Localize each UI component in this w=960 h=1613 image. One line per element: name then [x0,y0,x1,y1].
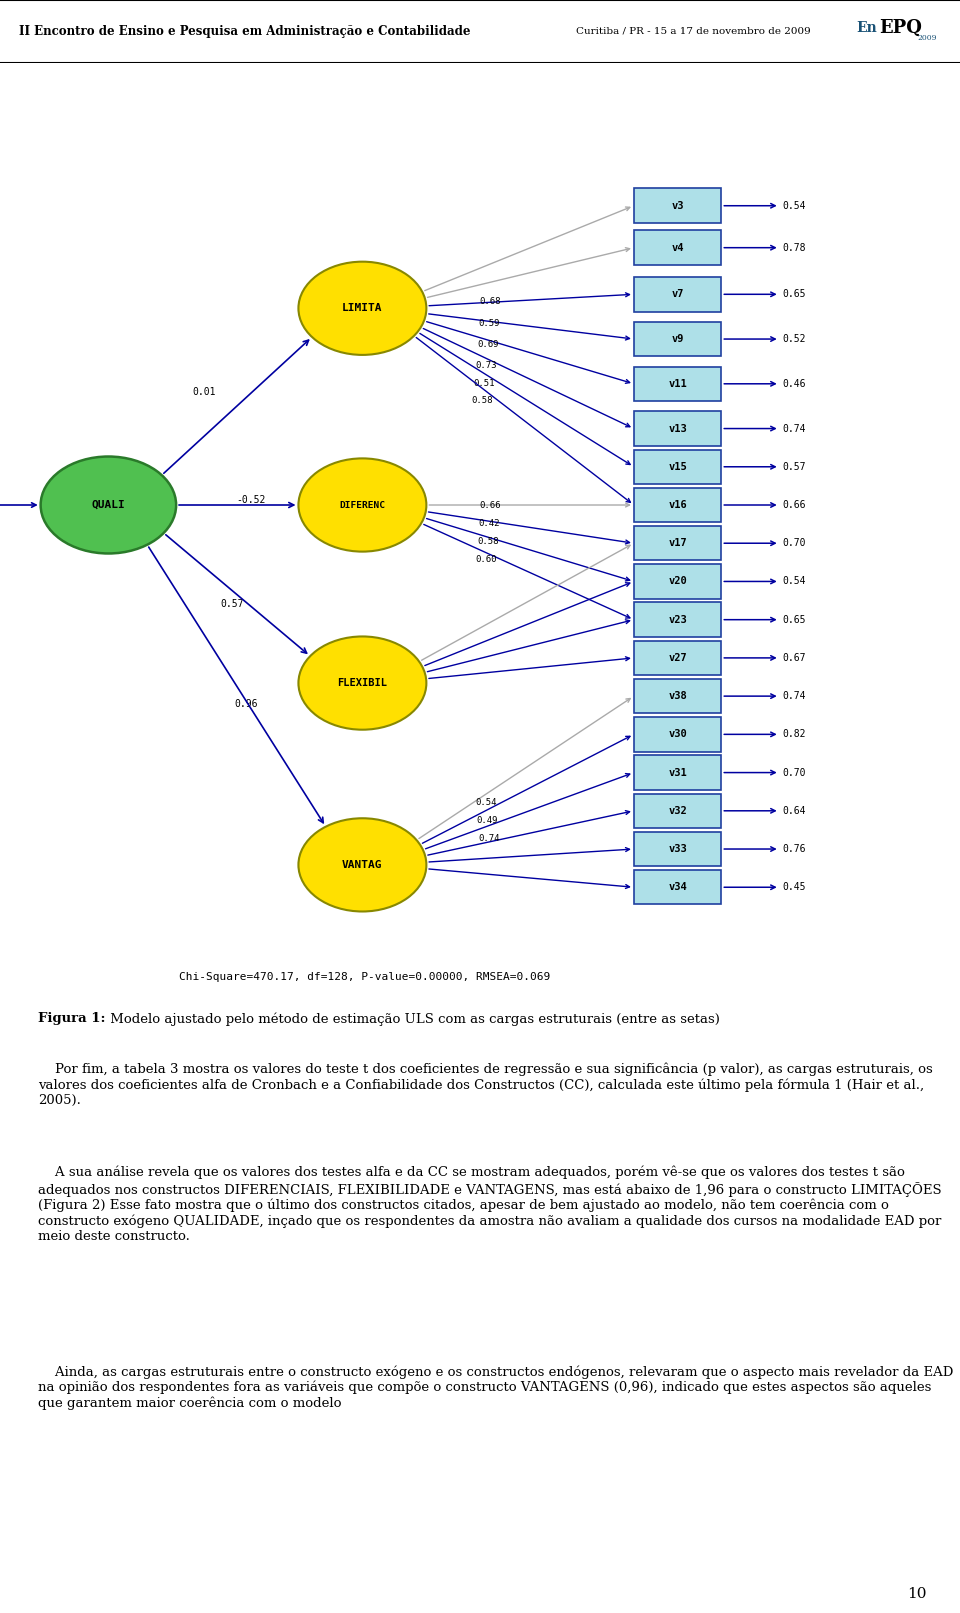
Text: v33: v33 [668,844,687,853]
Text: En: En [856,21,877,35]
Text: Ainda, as cargas estruturais entre o constructo exógeno e os constructos endógen: Ainda, as cargas estruturais entre o con… [38,1365,954,1410]
Ellipse shape [299,458,426,552]
Text: VANTAG: VANTAG [342,860,383,869]
Text: v15: v15 [668,461,687,471]
Ellipse shape [40,456,176,553]
FancyBboxPatch shape [634,526,721,560]
Text: DIFERENC: DIFERENC [340,500,385,510]
Text: 0.57: 0.57 [221,598,244,608]
FancyBboxPatch shape [634,487,721,523]
Text: 0.96: 0.96 [234,700,257,710]
Text: A sua análise revela que os valores dos testes alfa e da CC se mostram adequados: A sua análise revela que os valores dos … [38,1166,942,1244]
Text: Modelo ajustado pelo método de estimação ULS com as cargas estruturais (entre as: Modelo ajustado pelo método de estimação… [106,1013,719,1026]
FancyBboxPatch shape [634,794,721,827]
Text: 0.70: 0.70 [782,768,806,777]
Text: 0.49: 0.49 [477,816,498,824]
Ellipse shape [299,261,426,355]
FancyBboxPatch shape [634,755,721,790]
FancyBboxPatch shape [634,277,721,311]
Text: 0.42: 0.42 [479,519,500,527]
Text: 0.82: 0.82 [782,729,806,739]
FancyBboxPatch shape [634,411,721,445]
Text: 2009: 2009 [918,34,937,42]
Text: 0.68: 0.68 [479,297,500,306]
Text: v20: v20 [668,576,687,587]
Text: 0.66: 0.66 [782,500,806,510]
Text: 0.65: 0.65 [782,615,806,624]
Text: 10: 10 [907,1587,926,1600]
Ellipse shape [299,637,426,729]
Text: 0.51: 0.51 [473,379,495,387]
FancyBboxPatch shape [634,869,721,905]
Text: 0.54: 0.54 [782,200,806,211]
Text: v34: v34 [668,882,687,892]
Text: v31: v31 [668,768,687,777]
Text: 0.57: 0.57 [782,461,806,471]
Text: EPQ: EPQ [879,19,923,37]
FancyBboxPatch shape [634,189,721,223]
Text: Por fim, a tabela 3 mostra os valores do teste t dos coeficientes de regressão e: Por fim, a tabela 3 mostra os valores do… [38,1063,933,1107]
Text: 0.66: 0.66 [479,500,500,510]
Text: 0.58: 0.58 [477,537,499,547]
Text: Chi-Square=470.17, df=128, P-value=0.00000, RMSEA=0.069: Chi-Square=470.17, df=128, P-value=0.000… [179,971,550,982]
Text: 0.01: 0.01 [192,387,216,397]
Text: 0.60: 0.60 [476,555,497,565]
FancyBboxPatch shape [634,718,721,752]
Text: FLEXIBIL: FLEXIBIL [337,677,388,689]
Text: 0.67: 0.67 [782,653,806,663]
Text: v30: v30 [668,729,687,739]
Text: QUALI: QUALI [91,500,125,510]
FancyBboxPatch shape [634,565,721,598]
Text: 0.45: 0.45 [782,882,806,892]
Text: 0.78: 0.78 [782,242,806,253]
Text: 0.73: 0.73 [475,361,497,371]
Text: 0.58: 0.58 [471,395,492,405]
FancyBboxPatch shape [634,640,721,676]
Text: v11: v11 [668,379,687,389]
Text: 0.76: 0.76 [782,844,806,853]
Text: 0.74: 0.74 [782,690,806,702]
FancyBboxPatch shape [634,323,721,356]
Text: Figura 1:: Figura 1: [38,1013,106,1026]
Text: 0.54: 0.54 [782,576,806,587]
Text: v17: v17 [668,539,687,548]
Text: v9: v9 [671,334,684,344]
Text: 0.65: 0.65 [782,289,806,300]
Text: LIMITA: LIMITA [342,303,383,313]
FancyBboxPatch shape [634,832,721,866]
Text: v27: v27 [668,653,687,663]
FancyBboxPatch shape [634,231,721,265]
Text: 0.70: 0.70 [782,539,806,548]
Text: Curitiba / PR - 15 a 17 de novembro de 2009: Curitiba / PR - 15 a 17 de novembro de 2… [576,27,811,35]
Text: 0.59: 0.59 [479,319,500,327]
Text: 0.54: 0.54 [475,798,496,806]
Ellipse shape [299,818,426,911]
Text: v32: v32 [668,806,687,816]
Text: v13: v13 [668,424,687,434]
Text: -0.52: -0.52 [237,495,266,505]
FancyBboxPatch shape [634,679,721,713]
FancyBboxPatch shape [634,602,721,637]
FancyBboxPatch shape [634,450,721,484]
Text: 0.74: 0.74 [478,834,500,844]
Text: v23: v23 [668,615,687,624]
Text: II Encontro de Ensino e Pesquisa em Administração e Contabilidade: II Encontro de Ensino e Pesquisa em Admi… [19,24,470,39]
Text: v38: v38 [668,690,687,702]
FancyBboxPatch shape [634,366,721,402]
Text: 0.64: 0.64 [782,806,806,816]
Text: 0.69: 0.69 [477,340,499,350]
Text: v16: v16 [668,500,687,510]
Text: 0.52: 0.52 [782,334,806,344]
Text: 0.74: 0.74 [782,424,806,434]
Text: v7: v7 [671,289,684,300]
Text: v3: v3 [671,200,684,211]
Text: v4: v4 [671,242,684,253]
Text: 0.46: 0.46 [782,379,806,389]
